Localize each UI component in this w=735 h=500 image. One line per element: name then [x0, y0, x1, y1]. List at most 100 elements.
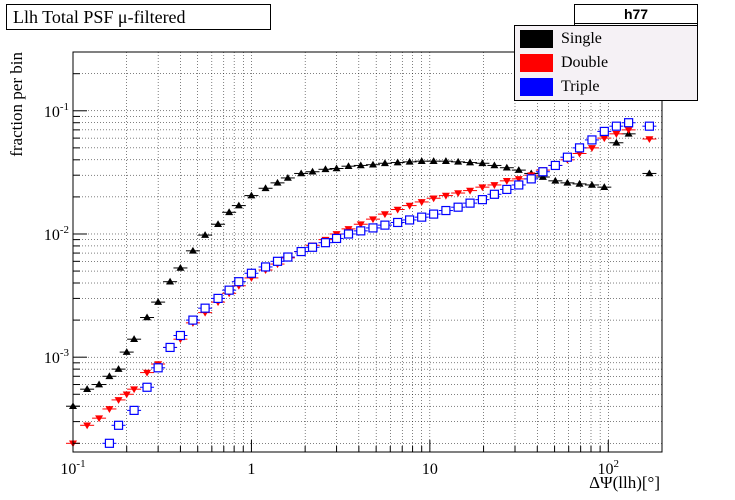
- data-point: [104, 438, 115, 448]
- data-point: [188, 315, 198, 325]
- data-point: [122, 391, 131, 399]
- data-point: [405, 202, 414, 210]
- data-point: [478, 184, 487, 192]
- data-point: [214, 220, 223, 228]
- data-point: [130, 335, 139, 342]
- x-axis-label: ΔΨ(llh)[°]: [589, 473, 660, 492]
- data-point: [105, 406, 114, 413]
- legend-label-triple: Triple: [561, 78, 600, 95]
- data-point: [356, 221, 365, 229]
- data-point: [113, 420, 124, 430]
- data-point: [575, 179, 584, 187]
- data-point: [587, 180, 596, 188]
- data-point: [490, 182, 499, 189]
- data-point: [417, 199, 426, 206]
- data-point: [143, 369, 152, 377]
- data-point: [175, 330, 186, 341]
- x-tick-label: 102: [598, 458, 620, 478]
- data-point: [599, 126, 609, 137]
- data-point: [260, 262, 271, 272]
- x-tick-label: 10: [422, 461, 438, 478]
- data-point: [624, 127, 633, 134]
- series-triple: [102, 118, 657, 448]
- legend-swatch-triple: [520, 78, 553, 96]
- data-point: [380, 159, 389, 167]
- data-point: [551, 176, 560, 184]
- x-tick-label: 1: [247, 461, 255, 478]
- data-point: [550, 160, 560, 171]
- data-point: [201, 231, 210, 238]
- data-point: [143, 313, 152, 321]
- data-point: [489, 189, 500, 199]
- data-point: [454, 157, 463, 165]
- data-point: [176, 263, 185, 271]
- data-point: [417, 157, 426, 164]
- plot-frame: [72, 51, 663, 453]
- data-point: [153, 363, 163, 373]
- data-point: [246, 268, 257, 278]
- data-point: [429, 209, 439, 219]
- legend: Single Double Triple: [514, 25, 698, 101]
- data-point: [393, 158, 402, 166]
- data-point: [611, 121, 621, 131]
- data-point: [188, 246, 197, 254]
- data-point: [441, 192, 450, 200]
- data-point: [356, 226, 366, 236]
- data-point: [587, 145, 596, 152]
- data-point: [502, 178, 511, 185]
- data-point: [514, 180, 524, 190]
- data-point: [380, 211, 389, 219]
- data-point: [538, 173, 547, 180]
- data-point: [213, 293, 223, 304]
- data-point: [297, 169, 306, 177]
- data-point: [224, 285, 234, 295]
- legend-item-double: Double: [520, 52, 608, 74]
- x-tick-label: 10-1: [60, 458, 85, 478]
- data-point: [600, 183, 609, 190]
- y-axis-label: fraction per bin: [7, 52, 26, 157]
- data-point: [538, 167, 548, 177]
- data-point: [296, 246, 306, 257]
- chart-title: Llh Total PSF μ-filtered: [6, 4, 271, 30]
- data-point: [454, 190, 463, 198]
- data-point: [465, 198, 475, 208]
- data-point: [441, 157, 450, 164]
- data-point: [645, 136, 654, 144]
- legend-label-double: Double: [561, 54, 609, 71]
- data-point: [393, 206, 402, 214]
- y-tick-label: 10-3: [44, 347, 70, 367]
- data-point: [331, 233, 342, 244]
- data-point: [234, 277, 244, 287]
- legend-item-single: Single: [520, 28, 602, 50]
- data-point: [95, 415, 104, 423]
- data-point: [283, 252, 293, 262]
- data-point: [272, 256, 283, 266]
- data-point: [502, 163, 511, 171]
- legend-swatch-double: [520, 54, 553, 72]
- data-point: [466, 187, 475, 195]
- data-point: [307, 242, 318, 252]
- chart-title-text: Llh Total PSF μ-filtered: [13, 7, 186, 27]
- data-points: [66, 118, 657, 448]
- histogram-name: h77: [575, 5, 697, 24]
- grid-lines: [72, 52, 663, 452]
- data-point: [429, 157, 438, 164]
- data-point: [105, 372, 114, 380]
- data-point: [429, 195, 438, 203]
- data-point: [343, 229, 354, 239]
- data-point: [624, 118, 634, 128]
- data-point: [332, 164, 341, 172]
- data-point: [514, 176, 523, 183]
- data-point: [612, 138, 621, 146]
- data-point: [83, 385, 92, 392]
- data-point: [321, 165, 330, 173]
- data-point: [562, 152, 573, 162]
- data-point: [478, 159, 487, 167]
- data-point: [393, 217, 403, 228]
- data-point: [368, 160, 377, 168]
- data-point: [612, 131, 621, 138]
- data-point: [477, 195, 487, 205]
- axis-tick-labels: 10-1 1 10 102 10-3 10-2 10-1: [44, 101, 619, 478]
- data-point: [368, 223, 378, 233]
